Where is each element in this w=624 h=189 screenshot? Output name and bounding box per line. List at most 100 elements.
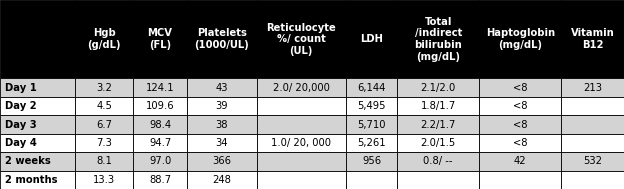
- Text: 213: 213: [583, 83, 602, 93]
- Bar: [187, 134, 256, 152]
- Text: 956: 956: [362, 156, 381, 166]
- Bar: [0, 170, 75, 189]
- Text: 1.0/ 20, 000: 1.0/ 20, 000: [271, 138, 331, 148]
- Bar: [479, 152, 561, 170]
- Bar: [346, 134, 397, 152]
- Bar: [561, 97, 624, 115]
- Text: Day 2: Day 2: [5, 101, 37, 111]
- Text: 2 weeks: 2 weeks: [5, 156, 51, 166]
- Bar: [75, 170, 134, 189]
- Text: <8: <8: [513, 138, 527, 148]
- Bar: [561, 170, 624, 189]
- Text: 3.2: 3.2: [96, 83, 112, 93]
- Bar: [187, 97, 256, 115]
- Text: 6.7: 6.7: [96, 119, 112, 129]
- Text: 0.8/ --: 0.8/ --: [424, 156, 453, 166]
- Bar: [134, 152, 187, 170]
- Bar: [0, 0, 75, 78]
- Bar: [346, 170, 397, 189]
- Text: Haptoglobin
(mg/dL): Haptoglobin (mg/dL): [485, 28, 555, 50]
- Text: 5,495: 5,495: [358, 101, 386, 111]
- Text: Day 4: Day 4: [5, 138, 37, 148]
- Text: 4.5: 4.5: [96, 101, 112, 111]
- Bar: [134, 78, 187, 97]
- Bar: [256, 115, 346, 134]
- Text: 98.4: 98.4: [149, 119, 171, 129]
- Bar: [479, 134, 561, 152]
- Bar: [187, 152, 256, 170]
- Bar: [479, 0, 561, 78]
- Bar: [0, 115, 75, 134]
- Text: Day 1: Day 1: [5, 83, 37, 93]
- Bar: [134, 134, 187, 152]
- Bar: [134, 170, 187, 189]
- Bar: [0, 134, 75, 152]
- Bar: [397, 115, 479, 134]
- Text: Platelets
(1000/UL): Platelets (1000/UL): [195, 28, 249, 50]
- Bar: [346, 78, 397, 97]
- Text: 366: 366: [212, 156, 232, 166]
- Bar: [256, 152, 346, 170]
- Bar: [479, 97, 561, 115]
- Text: <8: <8: [513, 119, 527, 129]
- Text: 2.1/2.0: 2.1/2.0: [421, 83, 456, 93]
- Text: Reticulocyte
%/ count
(UL): Reticulocyte %/ count (UL): [266, 23, 336, 56]
- Text: 2.2/1.7: 2.2/1.7: [421, 119, 456, 129]
- Bar: [187, 78, 256, 97]
- Text: 88.7: 88.7: [149, 175, 171, 185]
- Bar: [397, 0, 479, 78]
- Text: Total
/indirect
bilirubin
(mg/dL): Total /indirect bilirubin (mg/dL): [414, 17, 462, 62]
- Text: 8.1: 8.1: [96, 156, 112, 166]
- Bar: [75, 78, 134, 97]
- Text: <8: <8: [513, 101, 527, 111]
- Text: 1.8/1.7: 1.8/1.7: [421, 101, 456, 111]
- Bar: [561, 152, 624, 170]
- Bar: [397, 170, 479, 189]
- Bar: [397, 97, 479, 115]
- Bar: [187, 115, 256, 134]
- Bar: [479, 78, 561, 97]
- Text: 13.3: 13.3: [93, 175, 115, 185]
- Bar: [0, 97, 75, 115]
- Bar: [134, 0, 187, 78]
- Text: 94.7: 94.7: [149, 138, 171, 148]
- Bar: [346, 0, 397, 78]
- Text: 42: 42: [514, 156, 527, 166]
- Text: 2.0/1.5: 2.0/1.5: [421, 138, 456, 148]
- Bar: [134, 115, 187, 134]
- Bar: [134, 97, 187, 115]
- Bar: [561, 0, 624, 78]
- Text: 7.3: 7.3: [96, 138, 112, 148]
- Text: Vitamin
B12: Vitamin B12: [571, 28, 615, 50]
- Bar: [0, 152, 75, 170]
- Bar: [256, 78, 346, 97]
- Text: MCV
(FL): MCV (FL): [148, 28, 173, 50]
- Bar: [561, 78, 624, 97]
- Bar: [75, 97, 134, 115]
- Text: 109.6: 109.6: [146, 101, 175, 111]
- Text: 2 months: 2 months: [5, 175, 57, 185]
- Text: 5,710: 5,710: [358, 119, 386, 129]
- Bar: [397, 152, 479, 170]
- Text: 124.1: 124.1: [146, 83, 175, 93]
- Text: 532: 532: [583, 156, 602, 166]
- Bar: [561, 134, 624, 152]
- Bar: [75, 152, 134, 170]
- Text: 6,144: 6,144: [358, 83, 386, 93]
- Bar: [397, 78, 479, 97]
- Bar: [75, 134, 134, 152]
- Bar: [397, 134, 479, 152]
- Text: LDH: LDH: [360, 34, 383, 44]
- Text: 39: 39: [215, 101, 228, 111]
- Bar: [256, 170, 346, 189]
- Text: 5,261: 5,261: [357, 138, 386, 148]
- Bar: [187, 170, 256, 189]
- Bar: [75, 115, 134, 134]
- Bar: [256, 97, 346, 115]
- Text: 38: 38: [215, 119, 228, 129]
- Bar: [0, 78, 75, 97]
- Text: 248: 248: [212, 175, 232, 185]
- Bar: [346, 97, 397, 115]
- Text: 97.0: 97.0: [149, 156, 171, 166]
- Text: Hgb
(g/dL): Hgb (g/dL): [87, 28, 121, 50]
